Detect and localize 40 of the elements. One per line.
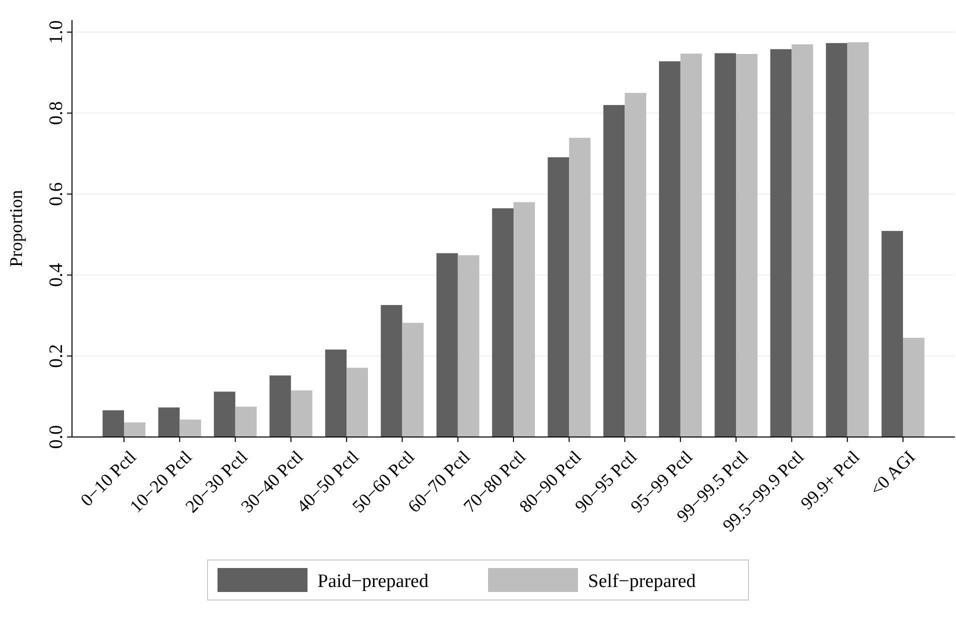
bar (736, 54, 758, 437)
bar (158, 407, 180, 437)
y-tick-label: 0.2 (46, 344, 67, 368)
bar (569, 138, 591, 437)
bar (402, 322, 424, 437)
bar (102, 410, 124, 437)
y-tick-label: 0.4 (46, 262, 67, 287)
bar (548, 157, 570, 437)
bar (436, 253, 458, 437)
bar (214, 392, 236, 437)
bar (325, 350, 347, 437)
bar (624, 92, 646, 437)
bar (458, 255, 480, 437)
y-axis-title: Proportion (6, 190, 26, 268)
y-tick-label: 1.0 (46, 20, 67, 44)
bar (826, 43, 848, 437)
legend-label: Paid−prepared (318, 571, 429, 592)
bar (792, 44, 814, 437)
bar (346, 368, 368, 437)
legend-label: Self−prepared (588, 571, 696, 592)
bar (603, 105, 625, 437)
bar (658, 61, 680, 437)
bar (882, 230, 903, 437)
bar (270, 375, 291, 437)
y-tick-label: 0.8 (46, 101, 67, 125)
bar (680, 54, 702, 437)
bar (492, 208, 514, 437)
bar (180, 420, 202, 437)
bar (235, 406, 257, 437)
y-tick-label: 0.6 (46, 182, 67, 206)
bar (847, 42, 869, 437)
bar (124, 422, 146, 437)
bar (380, 305, 402, 437)
bar (514, 202, 535, 437)
bar (290, 390, 312, 437)
x-tick-label: <0 AGI (866, 446, 919, 500)
bar (714, 53, 736, 437)
y-tick-label: 0.0 (46, 425, 67, 449)
bar (770, 49, 792, 437)
bar (902, 338, 924, 437)
